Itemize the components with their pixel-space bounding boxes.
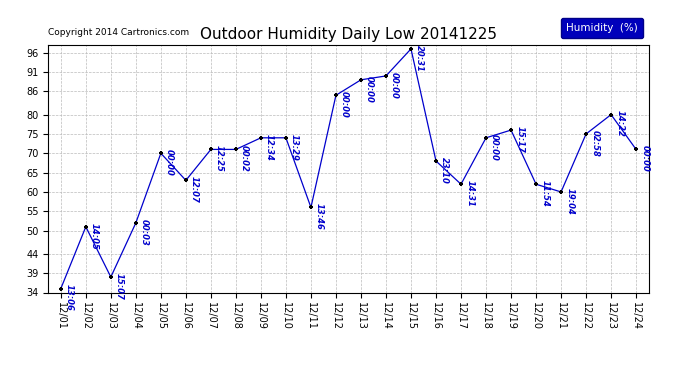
Text: 13:29: 13:29 [290, 134, 299, 160]
Point [206, 146, 217, 152]
Text: 00:03: 00:03 [140, 219, 149, 246]
Point [155, 150, 166, 156]
Legend: Humidity  (%): Humidity (%) [561, 18, 643, 39]
Text: 15:17: 15:17 [515, 126, 524, 153]
Text: 20:31: 20:31 [415, 45, 424, 72]
Text: 00:00: 00:00 [340, 91, 349, 118]
Point [455, 181, 466, 187]
Text: Copyright 2014 Cartronics.com: Copyright 2014 Cartronics.com [48, 28, 190, 37]
Text: 15:07: 15:07 [115, 273, 124, 300]
Point [480, 135, 491, 141]
Point [180, 177, 191, 183]
Point [531, 181, 542, 187]
Text: 00:00: 00:00 [165, 149, 174, 176]
Point [106, 274, 117, 280]
Point [331, 92, 342, 98]
Text: 13:46: 13:46 [315, 203, 324, 230]
Point [580, 131, 591, 137]
Text: 00:00: 00:00 [365, 76, 374, 102]
Text: 11:54: 11:54 [540, 180, 549, 207]
Point [355, 77, 366, 83]
Text: 00:00: 00:00 [390, 72, 399, 99]
Text: 14:22: 14:22 [615, 111, 624, 137]
Text: 12:25: 12:25 [215, 145, 224, 172]
Point [406, 46, 417, 52]
Point [55, 286, 66, 292]
Point [555, 189, 566, 195]
Text: 19:04: 19:04 [565, 188, 574, 214]
Title: Outdoor Humidity Daily Low 20141225: Outdoor Humidity Daily Low 20141225 [200, 27, 497, 42]
Point [280, 135, 291, 141]
Text: 00:02: 00:02 [240, 145, 249, 172]
Point [606, 112, 617, 118]
Text: 12:07: 12:07 [190, 176, 199, 203]
Text: 14:31: 14:31 [465, 180, 474, 207]
Point [506, 127, 517, 133]
Text: 13:06: 13:06 [65, 285, 74, 311]
Point [130, 220, 141, 226]
Point [306, 204, 317, 210]
Point [230, 146, 241, 152]
Text: 00:00: 00:00 [640, 145, 649, 172]
Point [80, 224, 91, 230]
Point [431, 158, 442, 164]
Text: 14:05: 14:05 [90, 223, 99, 249]
Text: 12:34: 12:34 [265, 134, 274, 160]
Point [631, 146, 642, 152]
Point [380, 73, 391, 79]
Text: 00:00: 00:00 [490, 134, 499, 160]
Text: 23:10: 23:10 [440, 157, 449, 184]
Text: 02:58: 02:58 [590, 130, 599, 157]
Point [255, 135, 266, 141]
